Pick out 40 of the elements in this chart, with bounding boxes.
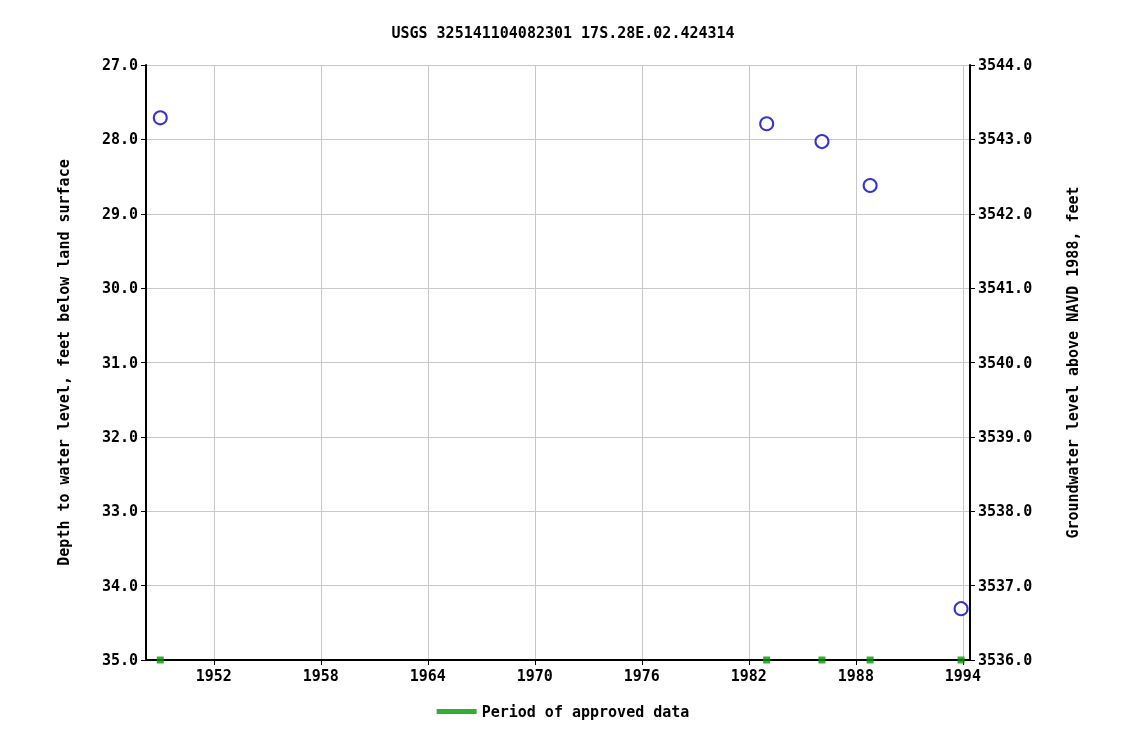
- y2-tick-label: 3537.0: [978, 576, 1033, 595]
- y-tick-label: 34.0: [101, 576, 138, 595]
- y-axis-title: Depth to water level, feet below land surface: [54, 159, 73, 566]
- y2-tick-label: 3542.0: [978, 204, 1033, 223]
- legend-label: Period of approved data: [481, 702, 690, 721]
- x-tick-label: 1952: [195, 666, 232, 685]
- y-tick-label: 27.0: [101, 56, 138, 74]
- x-tick-label: 1976: [623, 666, 660, 685]
- point: [763, 656, 771, 664]
- y2-tick-label: 3541.0: [978, 279, 1033, 298]
- y-tick-label: 33.0: [101, 502, 138, 521]
- chart-title: USGS 325141104082301 17S.28E.02.424314: [391, 23, 735, 42]
- x-tick-label: 1994: [944, 666, 981, 685]
- y-tick-label: 31.0: [101, 353, 138, 372]
- x-tick-label: 1958: [302, 666, 339, 685]
- point: [957, 656, 965, 664]
- point: [818, 656, 826, 664]
- y-tick-label: 29.0: [101, 204, 138, 223]
- point: [759, 116, 775, 132]
- y2-tick-label: 3536.0: [978, 651, 1033, 669]
- y-tick-label: 32.0: [101, 427, 138, 446]
- x-tick-label: 1988: [837, 666, 874, 685]
- y-tick-label: 35.0: [101, 651, 138, 669]
- point: [152, 110, 168, 126]
- y2-tick-label: 3539.0: [978, 427, 1033, 446]
- y2-tick-label: 3544.0: [978, 56, 1033, 74]
- x-tick-label: 1970: [516, 666, 553, 685]
- point: [953, 601, 969, 617]
- point: [866, 656, 874, 664]
- y-tick-label: 30.0: [101, 279, 138, 298]
- y2-tick-label: 3538.0: [978, 502, 1033, 521]
- x-tick-label: 1982: [730, 666, 767, 685]
- point: [862, 177, 878, 193]
- y2-axis-title: Groundwater level above NAVD 1988, feet: [1063, 186, 1082, 539]
- y-tick-label: 28.0: [101, 130, 138, 149]
- y2-tick-label: 3543.0: [978, 130, 1033, 149]
- point: [156, 656, 164, 664]
- point: [814, 134, 830, 150]
- y2-tick-label: 3540.0: [978, 353, 1033, 372]
- x-tick-label: 1964: [409, 666, 446, 685]
